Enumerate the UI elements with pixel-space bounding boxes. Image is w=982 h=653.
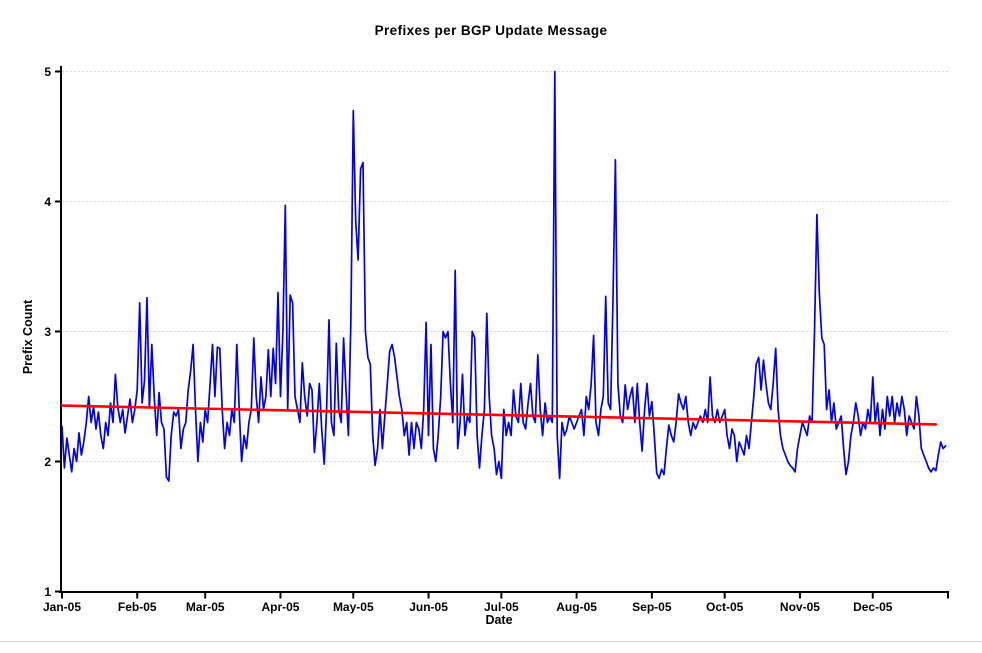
x-tick-label: Nov-05 [780, 600, 820, 614]
x-tick-label: Jul-05 [484, 600, 519, 614]
x-tick-label: Sep-05 [632, 600, 672, 614]
y-tick-label: 2 [44, 455, 51, 469]
x-tick-label: Apr-05 [261, 600, 299, 614]
y-tick-label: 3 [44, 325, 51, 339]
axes [59, 66, 949, 593]
x-tick-label: Feb-05 [118, 600, 157, 614]
tick-marks [55, 70, 949, 599]
y-tick-label: 5 [44, 65, 51, 79]
x-tick-label: Aug-05 [556, 600, 597, 614]
x-tick-label: Jun-05 [409, 600, 448, 614]
chart-title: Prefixes per BGP Update Message [374, 23, 608, 38]
y-tick-label: 1 [44, 585, 51, 599]
x-tick-label: Mar-05 [186, 600, 225, 614]
trend-line [60, 404, 938, 426]
x-tick-labels: Jan-05 Feb-05 Mar-05 Apr-05 May-05 Jun-05 Jul-… [43, 600, 893, 614]
y-tick-labels: 1 2 3 4 5 [44, 65, 51, 599]
x-tick-label: May-05 [333, 600, 374, 614]
prefix-count-series-line [61, 70, 947, 482]
x-tick-label: Oct-05 [706, 600, 744, 614]
x-tick-label: Dec-05 [853, 600, 893, 614]
y-tick-label: 4 [44, 195, 51, 209]
x-tick-label: Jan-05 [43, 600, 81, 614]
x-axis-title: Date [485, 613, 513, 627]
